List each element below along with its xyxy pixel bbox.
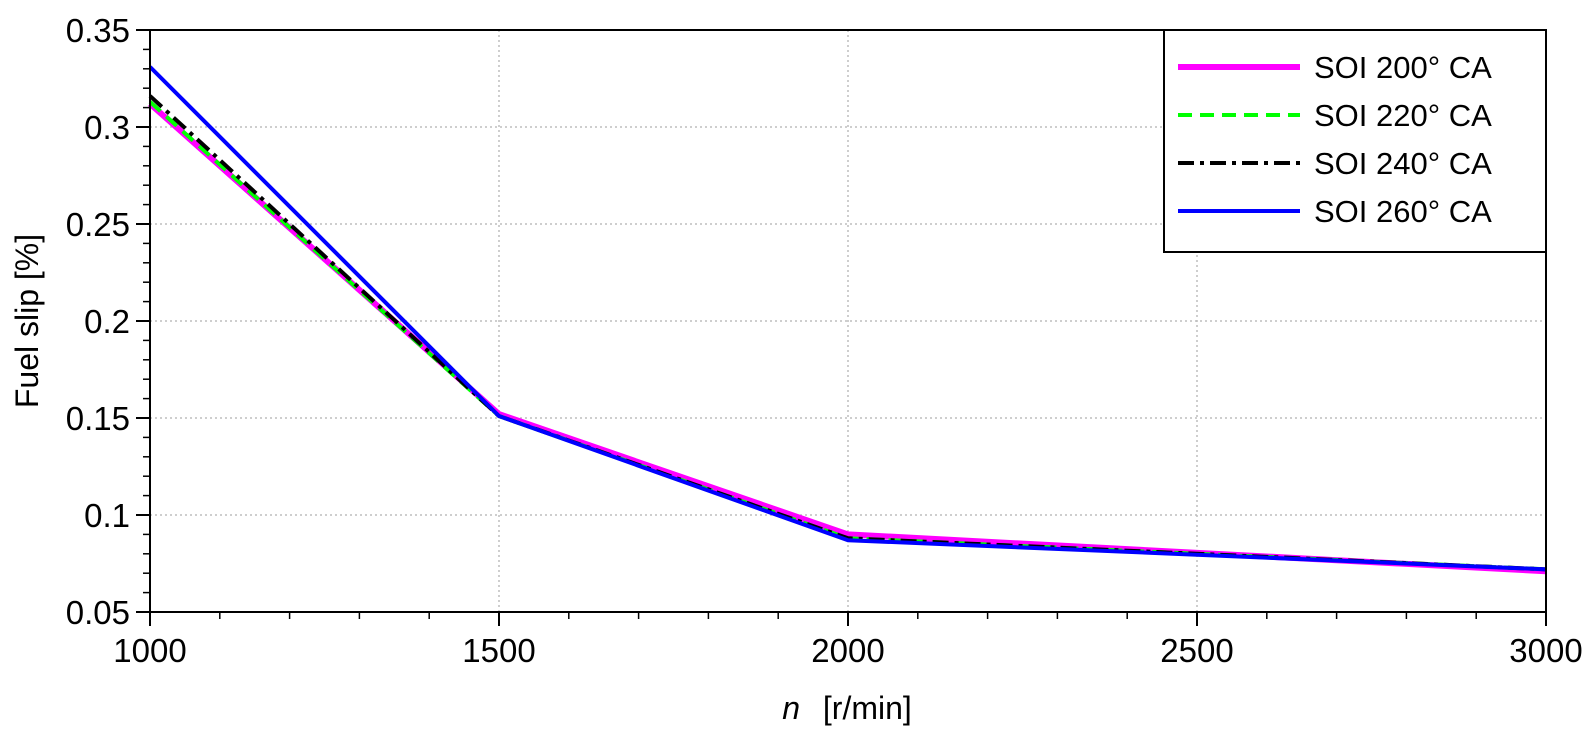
x-tick-label: 2000 [811,632,884,669]
y-axis-label: Fuel slip [%] [9,234,45,408]
x-tick-label: 3000 [1509,632,1582,669]
legend-label-soi-260: SOI 260° CA [1314,194,1492,229]
y-tick-label: 0.15 [66,400,130,437]
legend: SOI 200° CA SOI 220° CA SOI 240° CA SOI 260… [1163,29,1547,253]
legend-label-soi-220: SOI 220° CA [1314,98,1492,133]
legend-label-soi-200: SOI 200° CA [1314,50,1492,85]
x-axis-label: n [r/min] [782,690,912,726]
y-tick-label: 0.05 [66,594,130,631]
series-line-soi-260 [148,65,1547,572]
x-axis-unit: [r/min] [823,690,912,726]
x-tick-label: 2500 [1160,632,1233,669]
series-lines [148,65,1547,575]
x-tick-label: 1000 [113,632,186,669]
x-axis-symbol: n [782,690,800,726]
axis-ticks [136,29,1547,626]
tick-labels: 1000 1500 2000 2500 3000 0.05 0.1 0.15 0.2 0.25 0.… [66,12,1583,669]
y-tick-label: 0.2 [84,303,130,340]
y-tick-label: 0.25 [66,206,130,243]
x-tick-label: 1500 [462,632,535,669]
y-tick-label: 0.1 [84,497,130,534]
legend-label-soi-240: SOI 240° CA [1314,146,1492,181]
y-tick-label: 0.3 [84,109,130,146]
y-tick-label: 0.35 [66,12,130,49]
